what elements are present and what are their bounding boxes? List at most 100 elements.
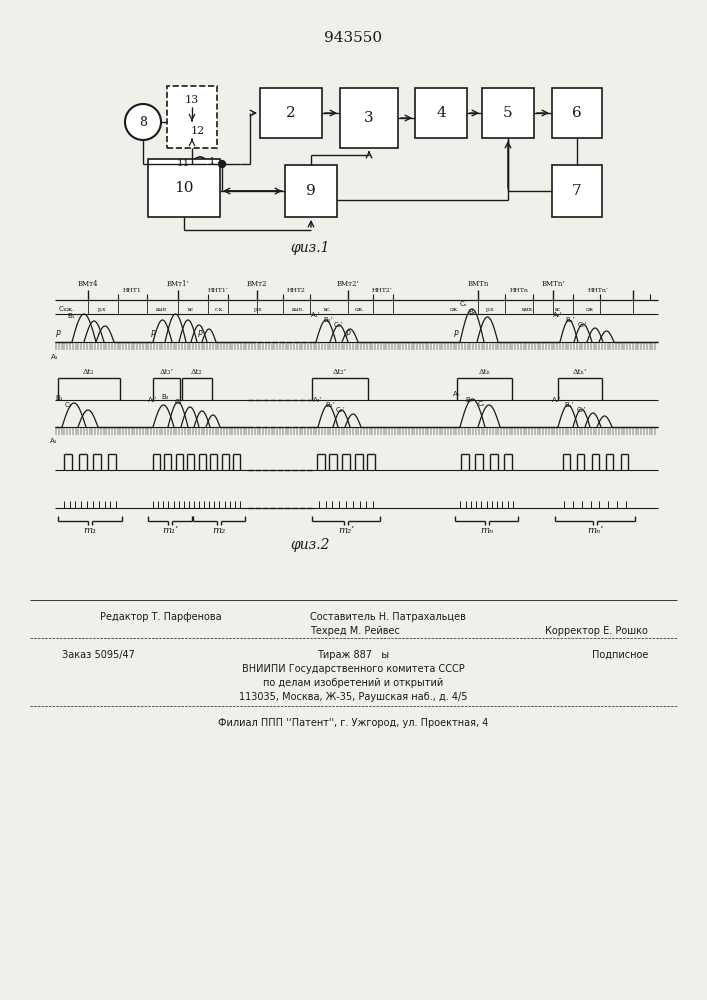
Text: C₁: C₁ [58, 306, 66, 312]
Text: ВМт2’: ВМт2’ [337, 280, 359, 288]
Text: Aₙ: Aₙ [453, 391, 461, 397]
Text: по делам изобретений и открытий: по делам изобретений и открытий [263, 678, 443, 688]
Text: ВМТn: ВМТn [467, 280, 489, 288]
Text: вмп.: вмп. [522, 307, 534, 312]
Text: р.х: р.х [254, 307, 262, 312]
Text: ННТ2: ННТ2 [286, 288, 305, 293]
Text: 113035, Москва, Ж-35, Раушская наб., д. 4/5: 113035, Москва, Ж-35, Раушская наб., д. … [239, 692, 467, 702]
Text: 8: 8 [139, 115, 147, 128]
Text: P: P [346, 330, 350, 339]
Text: Aₙ’: Aₙ’ [552, 397, 562, 403]
Text: φиз.2: φиз.2 [291, 538, 329, 552]
Text: ВМт1’: ВМт1’ [167, 280, 189, 288]
Text: Δt₂: Δt₂ [191, 368, 203, 376]
Text: 11: 11 [176, 159, 189, 168]
Text: B₁: B₁ [67, 313, 75, 319]
Text: Bₙ’: Bₙ’ [565, 317, 575, 323]
Text: P: P [454, 330, 458, 339]
Bar [415, 88, 467, 138]
Text: Подписное: Подписное [592, 650, 648, 660]
Text: Техред М. Рейвес: Техред М. Рейвес [310, 626, 400, 636]
Text: Δt₂’: Δt₂’ [333, 368, 347, 376]
Text: ВНИИПИ Государственного комитета СССР: ВНИИПИ Государственного комитета СССР [242, 664, 464, 674]
Text: P: P [198, 330, 202, 339]
Bar [148, 159, 220, 217]
Text: р.х: р.х [98, 307, 106, 312]
Text: вып.: вып. [291, 307, 305, 312]
Circle shape [218, 160, 226, 167]
Text: ННТ1: ННТ1 [122, 288, 141, 293]
Text: Δtₙ: Δtₙ [479, 368, 491, 376]
Text: Cₙ’: Cₙ’ [577, 322, 587, 328]
Text: m₁: m₁ [83, 526, 97, 535]
Text: Cₙ’: Cₙ’ [576, 407, 586, 413]
Bar [482, 88, 534, 138]
Text: 13: 13 [185, 95, 199, 105]
Text: C₁: C₁ [64, 402, 71, 408]
Text: 6: 6 [572, 106, 582, 120]
Text: m₁’: m₁’ [162, 526, 178, 535]
Text: Δt₁’: Δt₁’ [160, 368, 173, 376]
Text: A₁: A₁ [51, 354, 59, 360]
Bar [552, 88, 602, 138]
Text: mₙ: mₙ [480, 526, 493, 535]
Text: B₂: B₂ [161, 394, 169, 400]
Text: C₂’: C₂’ [336, 407, 346, 413]
Text: ВМТn’: ВМТn’ [541, 280, 565, 288]
Text: B₂’: B₂’ [325, 402, 335, 408]
Text: P: P [151, 330, 156, 339]
Text: Редактор Т. Парфенова: Редактор Т. Парфенова [100, 612, 221, 622]
Text: 1: 1 [209, 156, 216, 165]
Text: m₂: m₂ [212, 526, 226, 535]
Text: сж.: сж. [450, 307, 460, 312]
Text: B₂’: B₂’ [323, 317, 333, 323]
Text: ННТn’: ННТn’ [588, 288, 609, 293]
Text: B₁: B₁ [55, 395, 63, 401]
Text: сж.: сж. [355, 307, 365, 312]
Text: m₂’: m₂’ [338, 526, 354, 535]
Text: Δtₙ’: Δtₙ’ [573, 368, 588, 376]
Text: 9: 9 [306, 184, 316, 198]
Bar [285, 165, 337, 217]
Text: 7: 7 [572, 184, 582, 198]
Text: Составитель Н. Патрахальцев: Составитель Н. Патрахальцев [310, 612, 466, 622]
Text: 943550: 943550 [324, 31, 382, 45]
Text: Bₙ: Bₙ [465, 397, 473, 403]
Text: ННТ2’: ННТ2’ [372, 288, 392, 293]
Text: C₂’: C₂’ [334, 322, 344, 328]
Text: Bₙ: Bₙ [468, 309, 476, 315]
Circle shape [193, 157, 207, 171]
Text: ННТn: ННТn [510, 288, 528, 293]
Text: ВМт2: ВМт2 [247, 280, 267, 288]
Text: ННТ1’: ННТ1’ [208, 288, 228, 293]
Text: mₙ’: mₙ’ [587, 526, 603, 535]
Text: Заказ 5095/47: Заказ 5095/47 [62, 650, 135, 660]
Text: вс.: вс. [324, 307, 332, 312]
Text: с.к.: с.к. [215, 307, 225, 312]
Bar [167, 86, 217, 148]
Text: Bₙ’: Bₙ’ [564, 402, 574, 408]
Text: 2: 2 [286, 106, 296, 120]
Text: Тираж 887   ы: Тираж 887 ы [317, 650, 389, 660]
Text: 10: 10 [174, 181, 194, 195]
Text: A₂’: A₂’ [311, 312, 321, 318]
Text: сж: сж [586, 307, 594, 312]
Text: Aₙ’: Aₙ’ [553, 312, 563, 318]
Text: Cₙ: Cₙ [460, 301, 467, 307]
Text: 3: 3 [364, 111, 374, 125]
Text: 5: 5 [503, 106, 513, 120]
Text: сж.: сж. [65, 307, 75, 312]
Text: Филиал ППП '‘Патент'', г. Ужгород, ул. Проектная, 4: Филиал ППП '‘Патент'', г. Ужгород, ул. П… [218, 718, 489, 728]
Circle shape [125, 104, 161, 140]
Bar [340, 88, 398, 148]
Text: р.х: р.х [486, 307, 494, 312]
Text: Cₙ: Cₙ [477, 401, 485, 407]
Text: P: P [56, 330, 60, 339]
Text: A₂’: A₂’ [313, 397, 323, 403]
Text: A₁’: A₁’ [148, 397, 158, 403]
Text: Корректор Е. Рошко: Корректор Е. Рошко [545, 626, 648, 636]
Text: ВМт4: ВМт4 [78, 280, 98, 288]
Text: 12: 12 [191, 126, 205, 136]
Text: φиз.1: φиз.1 [291, 241, 329, 255]
Text: 4: 4 [436, 106, 446, 120]
